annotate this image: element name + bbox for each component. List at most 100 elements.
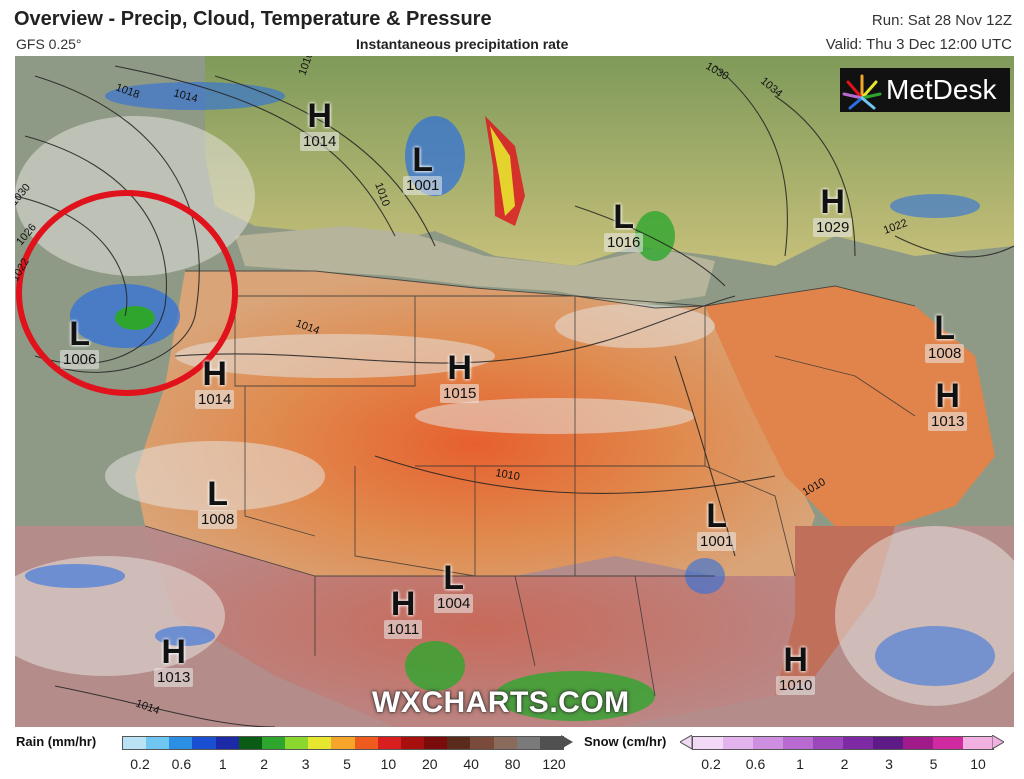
scale-swatch — [539, 737, 563, 749]
arabian-peninsula — [705, 286, 995, 526]
pressure-symbol: H — [447, 349, 472, 387]
scale-swatch — [192, 737, 216, 749]
scale-swatch — [693, 737, 723, 749]
scale-tick-label: 0.2 — [130, 756, 150, 772]
pressure-value: 1006 — [60, 350, 100, 369]
pressure-value: 1014 — [195, 390, 235, 409]
pressure-value: 1001 — [403, 176, 443, 195]
pressure-symbol: H — [390, 585, 416, 623]
pressure-center: L 1006 — [60, 315, 100, 369]
europe-landmass — [205, 56, 1014, 266]
pressure-center: H 1013 — [154, 633, 194, 687]
pressure-symbol: H — [820, 183, 845, 221]
pressure-value: 1004 — [434, 594, 474, 613]
scale-swatch — [238, 737, 262, 749]
pressure-symbol: H — [935, 377, 960, 415]
rain-color-scale — [122, 736, 564, 750]
scale-tick-label: 0.2 — [701, 756, 721, 772]
pressure-center: H 1011 — [384, 585, 423, 639]
scale-swatch — [493, 737, 517, 749]
pressure-symbol: L — [934, 309, 956, 347]
mediterranean-sea — [235, 226, 715, 306]
scale-tick-label: 0.6 — [171, 756, 192, 772]
pressure-center: H 1010 — [776, 641, 816, 695]
chart-title: Overview - Precip, Cloud, Temperature & … — [14, 8, 492, 30]
pressure-center: H 1013 — [928, 377, 968, 431]
pressure-center: H 1014 — [300, 97, 340, 151]
pressure-center: L 1001 — [697, 499, 737, 551]
pressure-symbol: L — [613, 198, 635, 236]
pressure-value: 1029 — [813, 218, 853, 237]
pressure-center: H 1015 — [440, 349, 480, 403]
pressure-symbol: H — [783, 641, 808, 679]
pressure-value: 1013 — [154, 668, 194, 687]
pressure-value: 1008 — [198, 510, 238, 529]
scale-swatch — [400, 737, 425, 749]
valid-time: Valid: Thu 3 Dec 12:00 UTC — [825, 36, 1012, 53]
model-label: GFS 0.25° — [16, 36, 82, 52]
pressure-symbol: H — [307, 97, 332, 135]
pressure-symbol: L — [412, 141, 434, 179]
scale-tick-label: 40 — [463, 756, 479, 772]
scale-swatch — [813, 737, 843, 749]
pressure-symbol: L — [443, 559, 465, 597]
snow-legend-title: Snow (cm/hr) — [584, 734, 667, 749]
borders — [144, 270, 916, 697]
snow-scale-arrow-right — [992, 735, 1004, 750]
scale-swatch — [354, 737, 378, 749]
pressure-value: 1016 — [604, 233, 644, 252]
pressure-center: L 1008 — [198, 477, 238, 529]
scale-tick-label: 3 — [301, 756, 310, 772]
logo-text: MetDesk — [886, 74, 997, 105]
scale-swatch — [516, 737, 540, 749]
scale-tick-label: 3 — [885, 756, 893, 772]
highlight-circle — [16, 190, 238, 396]
scale-swatch — [963, 737, 993, 749]
rain-scale-arrow — [561, 735, 573, 749]
scale-tick-label: 5 — [929, 756, 938, 772]
chart-subtitle: Instantaneous precipitation rate — [356, 36, 569, 52]
scale-tick-label: 80 — [504, 756, 521, 772]
pressure-value: 1015 — [440, 384, 480, 403]
scale-swatch — [308, 737, 332, 749]
scale-swatch — [933, 737, 963, 749]
scale-swatch — [215, 737, 239, 749]
scale-tick-label: 1 — [796, 756, 804, 772]
scale-swatch — [424, 737, 448, 749]
scale-tick-label: 5 — [343, 756, 351, 772]
scale-tick-label: 2 — [260, 756, 269, 772]
scale-tick-label: 2 — [840, 756, 849, 772]
scale-swatch — [447, 737, 471, 749]
pressure-value: 1011 — [384, 620, 423, 639]
scale-swatch — [146, 737, 170, 749]
scale-tick-label: 10 — [380, 756, 397, 772]
scale-swatch — [123, 737, 147, 749]
scale-tick-label: 10 — [970, 756, 986, 772]
scale-swatch — [470, 737, 494, 749]
scale-swatch — [903, 737, 933, 749]
scale-swatch — [873, 737, 903, 749]
pressure-symbol: H — [202, 355, 227, 393]
scale-tick-label: 120 — [542, 756, 566, 772]
weather-map: 1018 1014 1010 1030 1026 1022 1014 1010 … — [15, 56, 1014, 727]
rain-legend-title: Rain (mm/hr) — [16, 734, 97, 749]
snow-scale-arrow-left — [680, 735, 692, 750]
scale-swatch — [783, 737, 813, 749]
scale-swatch — [723, 737, 753, 749]
pressure-center: L 1001 — [403, 141, 443, 195]
starburst-icon — [842, 74, 882, 110]
pressure-value: 1010 — [776, 676, 816, 695]
precipitation-areas — [25, 82, 995, 721]
scale-swatch — [285, 737, 309, 749]
scale-tick-label: 20 — [422, 756, 438, 772]
pressure-symbol: H — [161, 633, 186, 671]
scale-swatch — [261, 737, 286, 749]
isobars — [15, 65, 1014, 727]
metdesk-logo: MetDesk — [840, 68, 1010, 112]
wxcharts-watermark: WXCHARTS.COM — [372, 686, 630, 719]
pressure-symbol: L — [69, 315, 91, 353]
run-time: Run: Sat 28 Nov 12Z — [871, 12, 1012, 29]
snow-color-scale — [692, 736, 994, 750]
scale-swatch — [331, 737, 355, 749]
scale-swatch — [169, 737, 193, 749]
